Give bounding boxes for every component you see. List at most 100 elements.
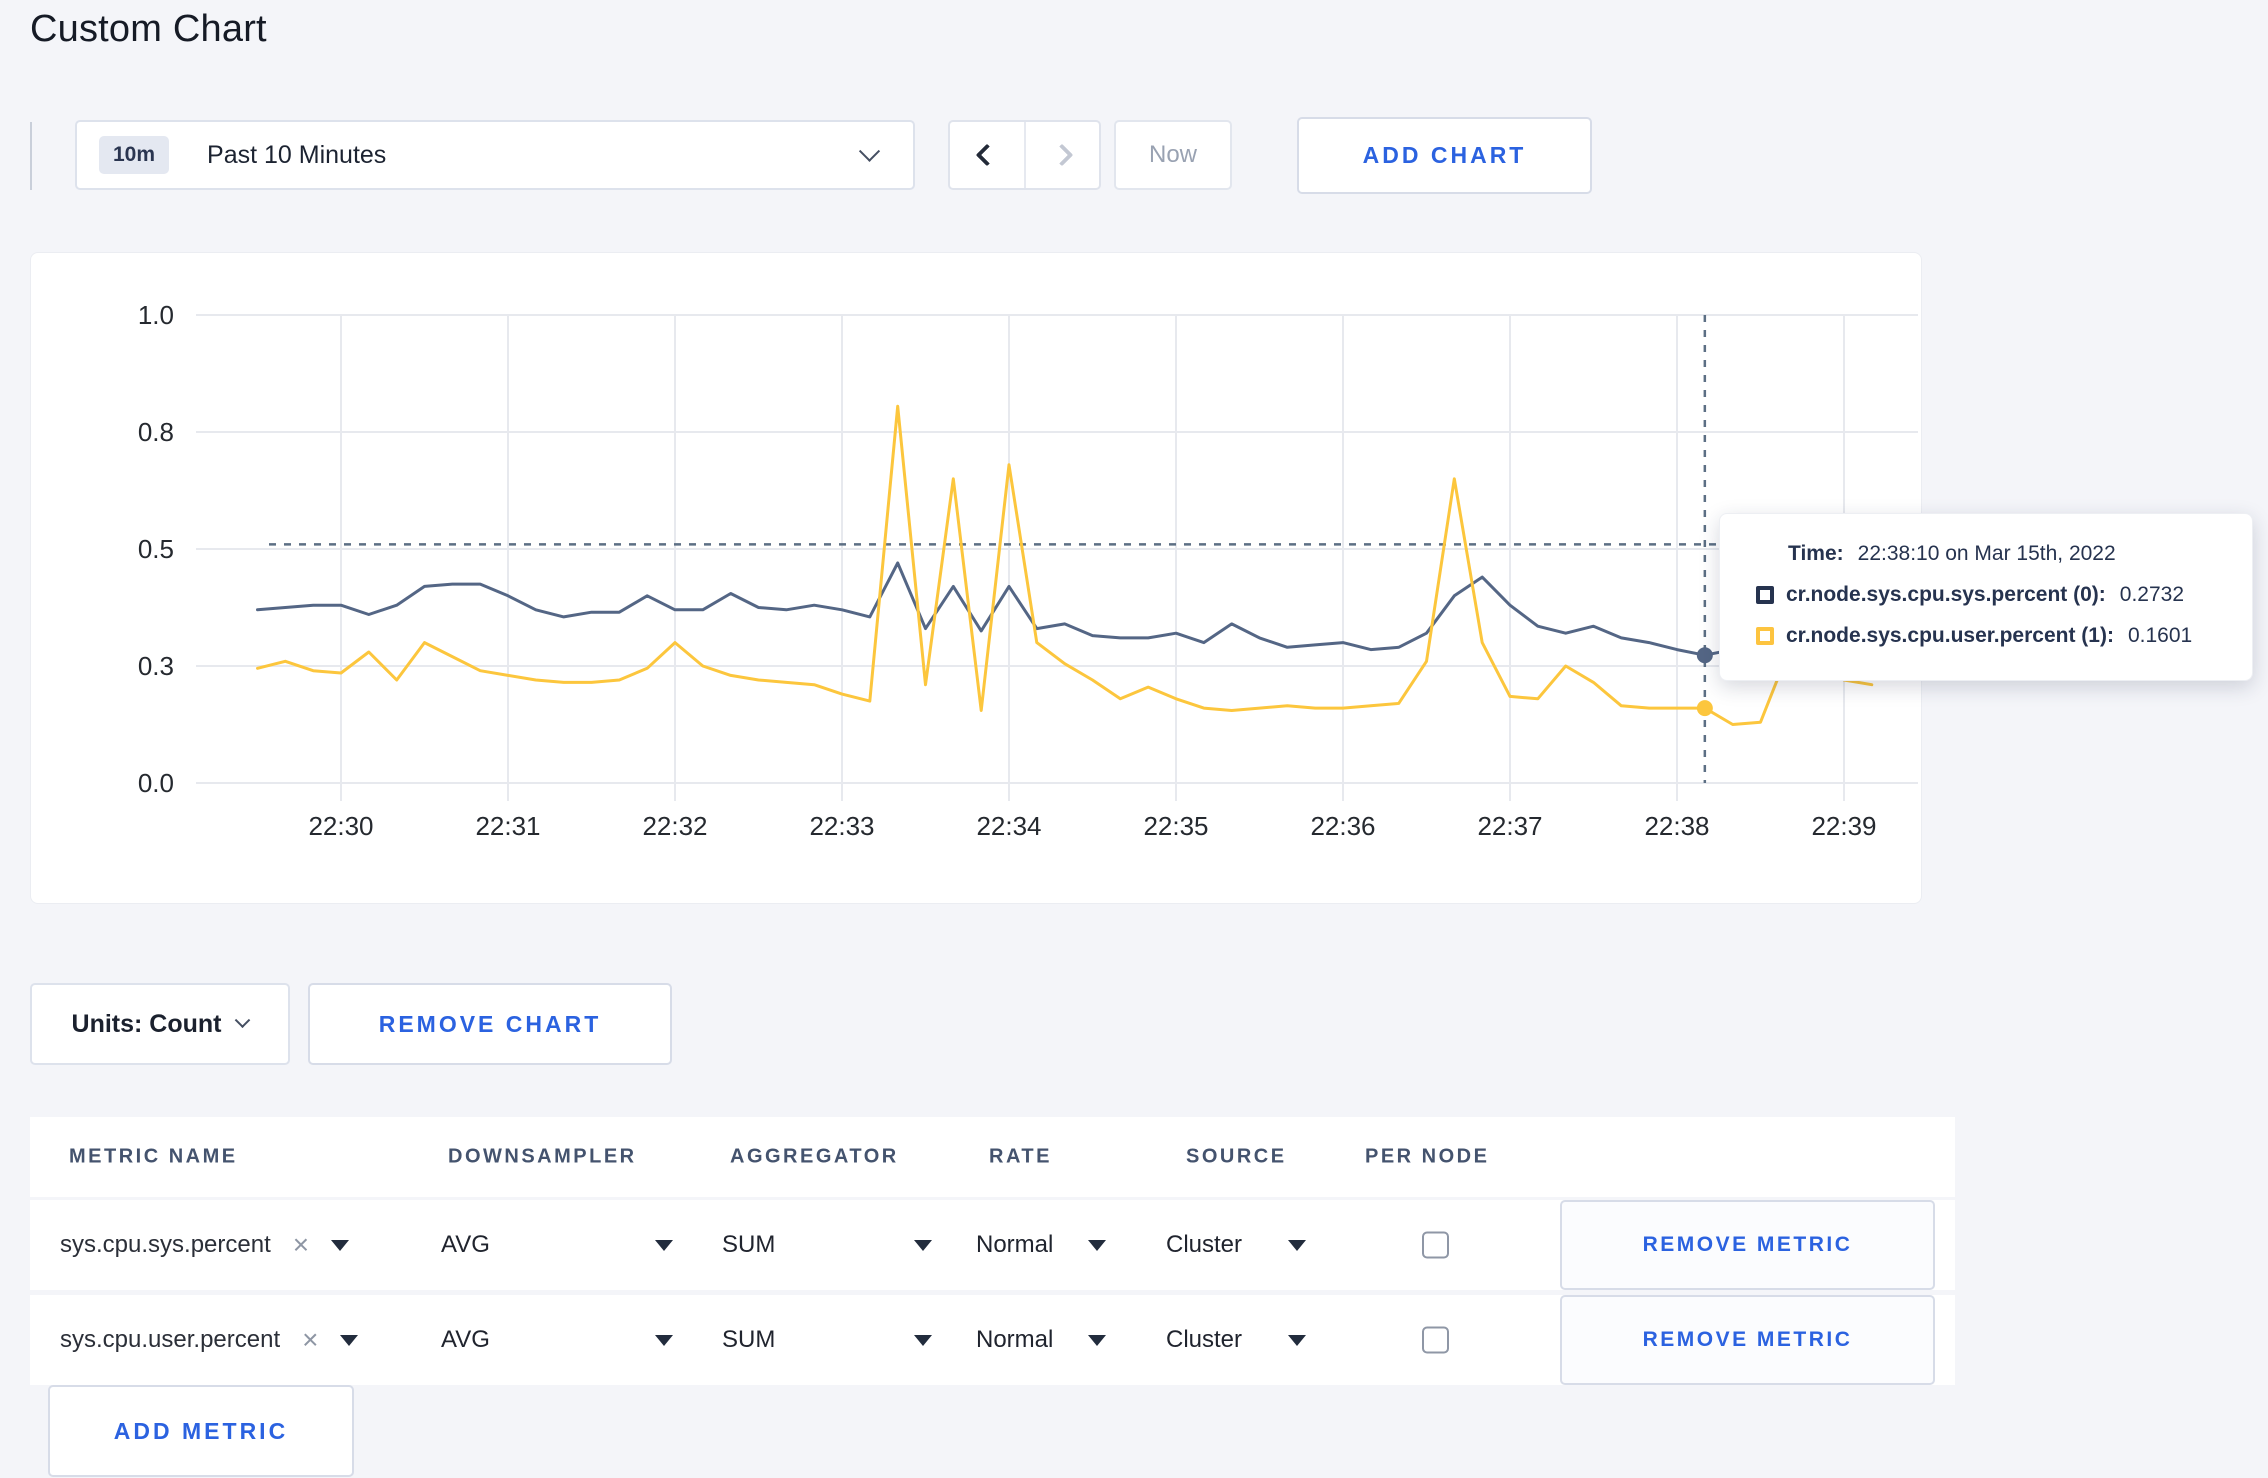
aggregator-value: SUM — [722, 1231, 776, 1258]
tooltip-series-row: cr.node.sys.cpu.sys.percent (0): 0.2732 — [1756, 583, 2252, 607]
add-chart-button[interactable]: ADD CHART — [1297, 117, 1592, 194]
time-nav-group — [948, 120, 1101, 190]
svg-text:0.3: 0.3 — [138, 651, 174, 681]
toolbar-divider — [30, 122, 32, 190]
rate-value: Normal — [976, 1326, 1054, 1353]
metric-name: sys.cpu.user.percent — [60, 1326, 281, 1353]
col-header-downsampler: DOWNSAMPLER — [448, 1145, 637, 1168]
aggregator-select[interactable]: SUM — [722, 1326, 932, 1354]
chevron-down-icon[interactable] — [340, 1334, 359, 1346]
svg-text:22:33: 22:33 — [809, 811, 874, 841]
rate-select[interactable]: Normal — [976, 1231, 1106, 1259]
svg-text:22:31: 22:31 — [475, 811, 540, 841]
col-header-aggregator: AGGREGATOR — [730, 1145, 899, 1168]
svg-text:22:30: 22:30 — [308, 811, 373, 841]
close-icon[interactable]: × — [302, 1324, 319, 1355]
time-range-select[interactable]: 10m Past 10 Minutes — [75, 120, 915, 190]
chart-card[interactable]: 0.0 0.3 0.5 0.8 1.0 22:30 22:31 22:32 22:33 22:34… — [30, 252, 1922, 904]
remove-chart-label: REMOVE CHART — [378, 1010, 602, 1037]
time-back-button[interactable] — [950, 122, 1024, 188]
metric-name-cell[interactable]: sys.cpu.sys.percent × — [60, 1229, 350, 1260]
chevron-down-icon[interactable] — [331, 1239, 350, 1251]
units-select[interactable]: Units: Count — [30, 983, 290, 1065]
series-swatch — [1756, 586, 1774, 604]
time-range-label: Past 10 Minutes — [207, 140, 387, 169]
svg-text:0.8: 0.8 — [138, 417, 174, 447]
add-chart-label: ADD CHART — [1362, 142, 1527, 168]
chevron-right-icon — [1050, 143, 1074, 167]
close-icon[interactable]: × — [292, 1229, 310, 1260]
col-header-metric-name: METRIC NAME — [69, 1145, 238, 1168]
page-title: Custom Chart — [30, 8, 267, 50]
chevron-down-icon — [235, 1011, 251, 1028]
chevron-down-icon — [1088, 1239, 1106, 1251]
tooltip-series-label: cr.node.sys.cpu.user.percent (1): — [1786, 624, 2114, 647]
per-node-checkbox[interactable] — [1422, 1326, 1449, 1354]
time-forward-button[interactable] — [1023, 122, 1100, 188]
svg-text:22:35: 22:35 — [1143, 811, 1208, 841]
tooltip-series-value: 0.2732 — [2119, 583, 2185, 606]
downsampler-select[interactable]: AVG — [441, 1326, 673, 1354]
source-select[interactable]: Cluster — [1166, 1326, 1306, 1354]
svg-text:22:39: 22:39 — [1811, 811, 1876, 841]
chart-svg: 0.0 0.3 0.5 0.8 1.0 22:30 22:31 22:32 22:33 22:34… — [138, 300, 1918, 841]
chevron-left-icon — [975, 143, 999, 167]
source-value: Cluster — [1166, 1231, 1243, 1258]
remove-metric-label: REMOVE METRIC — [1642, 1328, 1853, 1351]
add-metric-button[interactable]: ADD METRIC — [48, 1385, 354, 1477]
per-node-checkbox[interactable] — [1422, 1231, 1449, 1259]
tooltip-series-label: cr.node.sys.cpu.sys.percent (0): — [1786, 583, 2106, 606]
time-range-badge: 10m — [99, 136, 170, 174]
svg-text:22:32: 22:32 — [642, 811, 707, 841]
tooltip-series-value: 0.1601 — [2127, 624, 2193, 647]
chevron-down-icon — [1088, 1334, 1106, 1346]
aggregator-select[interactable]: SUM — [722, 1231, 932, 1259]
tooltip-time-value: 22:38:10 on Mar 15th, 2022 — [1857, 542, 2116, 565]
source-select[interactable]: Cluster — [1166, 1231, 1306, 1259]
chevron-down-icon — [914, 1334, 932, 1346]
tooltip-time-row: Time: 22:38:10 on Mar 15th, 2022 — [1756, 542, 2252, 566]
downsampler-value: AVG — [441, 1326, 490, 1353]
col-header-rate: RATE — [989, 1145, 1052, 1168]
table-row: sys.cpu.user.percent × AVG SUM Normal Cl… — [30, 1295, 1955, 1385]
tooltip-series-row: cr.node.sys.cpu.user.percent (1): 0.1601 — [1756, 624, 2252, 648]
svg-text:22:34: 22:34 — [976, 811, 1041, 841]
per-node-cell — [1422, 1231, 1449, 1259]
svg-text:0.5: 0.5 — [138, 534, 174, 564]
chevron-down-icon — [1288, 1334, 1306, 1346]
rate-value: Normal — [976, 1231, 1054, 1258]
chevron-down-icon — [655, 1334, 673, 1346]
svg-text:22:36: 22:36 — [1310, 811, 1375, 841]
rate-select[interactable]: Normal — [976, 1326, 1106, 1354]
aggregator-value: SUM — [722, 1326, 776, 1353]
remove-metric-button[interactable]: REMOVE METRIC — [1560, 1200, 1935, 1290]
svg-text:22:37: 22:37 — [1477, 811, 1542, 841]
tooltip-time-label: Time: — [1788, 542, 1844, 565]
now-button[interactable]: Now — [1114, 120, 1232, 190]
chevron-down-icon — [1288, 1239, 1306, 1251]
remove-metric-button[interactable]: REMOVE METRIC — [1560, 1295, 1935, 1385]
chevron-down-icon — [914, 1239, 932, 1251]
chart-tooltip: Time: 22:38:10 on Mar 15th, 2022 cr.node… — [1719, 513, 2253, 681]
chevron-down-icon — [655, 1239, 673, 1251]
series-swatch — [1756, 627, 1774, 645]
downsampler-value: AVG — [441, 1231, 490, 1258]
downsampler-select[interactable]: AVG — [441, 1231, 673, 1259]
col-header-per-node: PER NODE — [1365, 1145, 1490, 1168]
now-button-label: Now — [1148, 141, 1197, 168]
chevron-down-icon — [858, 140, 881, 162]
table-row: sys.cpu.sys.percent × AVG SUM Normal Clu… — [30, 1200, 1955, 1290]
remove-chart-button[interactable]: REMOVE CHART — [308, 983, 672, 1065]
units-label: Units: Count — [71, 1009, 222, 1038]
source-value: Cluster — [1166, 1326, 1243, 1353]
remove-metric-label: REMOVE METRIC — [1642, 1233, 1853, 1256]
metric-name-cell[interactable]: sys.cpu.user.percent × — [60, 1324, 359, 1355]
svg-text:0.0: 0.0 — [138, 768, 174, 798]
col-header-source: SOURCE — [1186, 1145, 1287, 1168]
svg-text:1.0: 1.0 — [138, 300, 174, 330]
metric-name: sys.cpu.sys.percent — [60, 1231, 271, 1258]
metrics-table-header: METRIC NAME DOWNSAMPLER AGGREGATOR RATE … — [30, 1117, 1955, 1197]
svg-text:22:38: 22:38 — [1644, 811, 1709, 841]
per-node-cell — [1422, 1326, 1449, 1354]
